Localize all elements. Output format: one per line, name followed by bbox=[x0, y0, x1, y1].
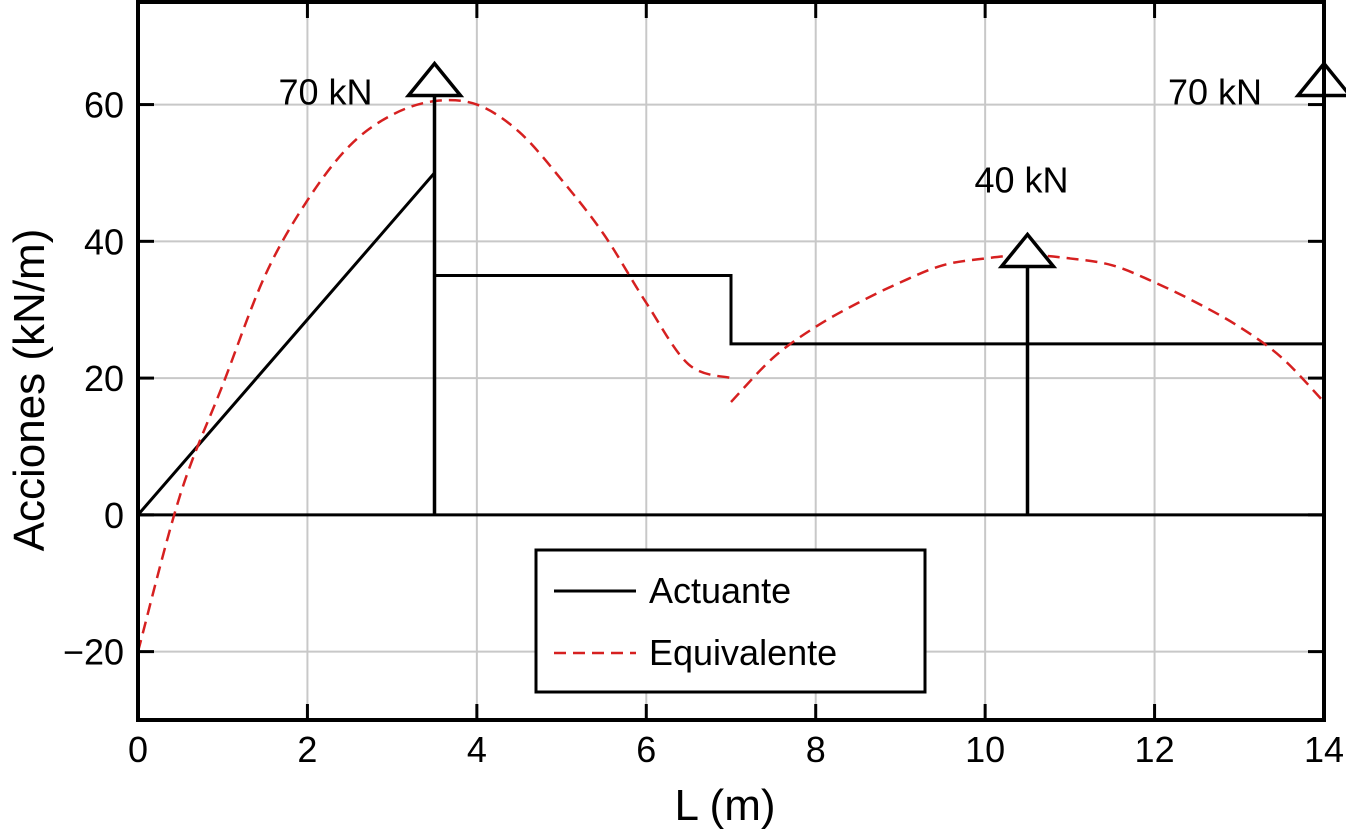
point-load-label: 70 kN bbox=[1168, 72, 1262, 113]
x-tick-label: 4 bbox=[467, 729, 487, 770]
legend-label-actuante: Actuante bbox=[649, 570, 791, 611]
x-tick-label: 0 bbox=[128, 729, 148, 770]
point-load-label: 40 kN bbox=[974, 159, 1068, 200]
legend: Actuante Equivalente bbox=[534, 548, 927, 694]
x-tick-label: 6 bbox=[636, 729, 656, 770]
y-axis-title: Acciones (kN/m) bbox=[5, 229, 54, 552]
point-load-label: 70 kN bbox=[278, 72, 372, 113]
x-tick-label: 14 bbox=[1304, 729, 1344, 770]
equivalente-curve bbox=[136, 98, 732, 652]
x-axis-title: L (m) bbox=[674, 781, 775, 830]
equivalente-curve bbox=[730, 253, 1325, 403]
x-tick-labels: 0 2 4 6 8 10 12 14 bbox=[128, 729, 1344, 770]
y-tick-labels: −20 0 20 40 60 bbox=[63, 85, 124, 673]
plot-frame bbox=[136, 0, 1326, 722]
point-loads: 70 kN 40 kN 70 kN bbox=[278, 60, 1346, 515]
actuante-line bbox=[136, 168, 1326, 516]
y-tick-label: −20 bbox=[63, 632, 124, 673]
x-tick-label: 8 bbox=[806, 729, 826, 770]
x-tick-label: 12 bbox=[1135, 729, 1175, 770]
series-equivalente bbox=[136, 98, 1325, 652]
support-triangle-icon bbox=[404, 60, 465, 98]
legend-label-equivalente: Equivalente bbox=[649, 632, 837, 673]
legend-box bbox=[534, 548, 927, 694]
support-triangle-icon bbox=[997, 231, 1058, 269]
y-tick-label: 20 bbox=[84, 358, 124, 399]
y-tick-label: 0 bbox=[104, 495, 124, 536]
series-actuante bbox=[136, 168, 1326, 517]
y-tick-label: 60 bbox=[84, 85, 124, 126]
y-tick-label: 40 bbox=[84, 221, 124, 262]
x-tick-label: 2 bbox=[297, 729, 317, 770]
x-tick-label: 10 bbox=[965, 729, 1005, 770]
axis-ticks bbox=[136, 2, 1326, 720]
